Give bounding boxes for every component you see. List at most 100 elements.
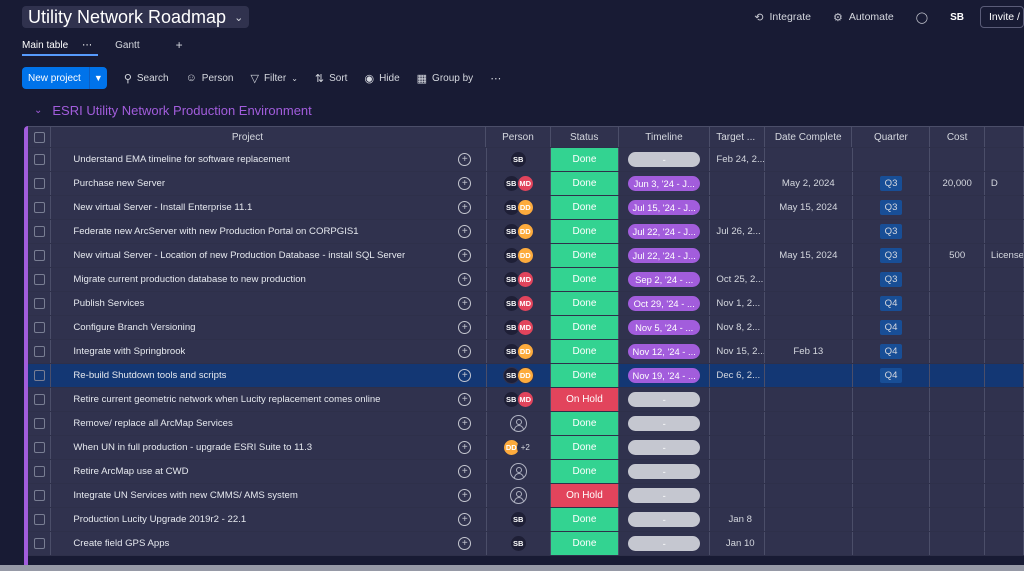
avatar-group[interactable] (509, 463, 527, 480)
avatar[interactable]: DD (516, 247, 534, 264)
board-title-box[interactable]: Utility Network Roadmap ⌄ (22, 6, 250, 28)
cost-cell[interactable] (930, 436, 985, 459)
table-row[interactable]: Integrate with Springbrook + SB DD Done N… (28, 340, 1024, 364)
table-row[interactable]: Migrate current production database to n… (28, 268, 1024, 292)
status-cell[interactable]: Done (550, 148, 619, 171)
target-cell[interactable]: Jul 26, 2... (710, 220, 766, 243)
project-cell[interactable]: Integrate UN Services with new CMMS/ AMS… (51, 484, 444, 507)
row-checkbox-cell[interactable] (28, 484, 52, 507)
checkbox[interactable] (33, 322, 45, 333)
column-header-status[interactable]: Status (551, 127, 619, 147)
checkbox[interactable] (33, 418, 45, 429)
add-update-icon[interactable]: + (458, 249, 472, 262)
status-badge[interactable]: Done (550, 196, 618, 219)
avatar[interactable]: SB (509, 535, 527, 552)
timeline-cell[interactable]: Jul 22, '24 - J... (619, 220, 711, 243)
timeline-cell[interactable]: Jul 15, '24 - J... (619, 196, 711, 219)
cost-cell[interactable] (930, 220, 985, 243)
column-header-person[interactable]: Person (486, 127, 551, 147)
checkbox[interactable] (33, 514, 45, 525)
avatar[interactable]: MD (516, 319, 534, 336)
timeline-cell[interactable]: - (619, 436, 711, 459)
person-cell[interactable]: SB MD (487, 388, 551, 411)
project-cell[interactable]: New virtual Server - Location of new Pro… (51, 244, 444, 267)
project-name[interactable]: New virtual Server - Install Enterprise … (73, 202, 253, 213)
status-cell[interactable]: Done (550, 412, 619, 435)
timeline-cell[interactable]: - (619, 532, 711, 555)
add-update-icon[interactable]: + (458, 345, 472, 358)
automate-button[interactable]: ⚙ Automate (833, 11, 894, 24)
checkbox[interactable] (33, 250, 45, 261)
checkbox[interactable] (33, 178, 45, 189)
checkbox[interactable] (33, 370, 45, 381)
more-options-button[interactable]: ⋯ (490, 72, 501, 85)
checkbox[interactable] (33, 394, 45, 405)
cost-cell[interactable] (930, 148, 985, 171)
project-cell[interactable]: Create field GPS Apps (51, 532, 444, 555)
extra-cell[interactable] (985, 268, 1024, 291)
target-cell[interactable] (710, 196, 766, 219)
extra-cell[interactable] (985, 508, 1024, 531)
project-cell[interactable]: Migrate current production database to n… (51, 268, 444, 291)
person-cell[interactable]: SB DD (487, 340, 551, 363)
table-row[interactable]: Publish Services + SB MD Done Oct 29, '24… (28, 292, 1024, 316)
status-cell[interactable]: Done (550, 292, 619, 315)
timeline-pill[interactable]: Sep 2, '24 - ... (628, 272, 701, 287)
status-badge[interactable]: Done (550, 220, 618, 243)
project-cell[interactable]: New virtual Server - Install Enterprise … (51, 196, 444, 219)
cost-cell[interactable] (930, 508, 985, 531)
project-name[interactable]: Integrate with Springbrook (73, 346, 186, 357)
updates-cell[interactable]: + (444, 244, 487, 267)
timeline-pill[interactable]: - (628, 392, 701, 407)
extra-cell[interactable] (985, 364, 1024, 387)
status-badge[interactable]: Done (550, 292, 618, 315)
project-cell[interactable]: Retire ArcMap use at CWD (51, 460, 444, 483)
hide-button[interactable]: ◉ Hide (364, 72, 399, 85)
timeline-pill[interactable]: - (628, 536, 701, 551)
updates-cell[interactable]: + (444, 220, 487, 243)
target-cell[interactable]: Oct 25, 2... (710, 268, 766, 291)
status-badge[interactable]: Done (550, 364, 618, 387)
table-row[interactable]: Configure Branch Versioning + SB MD Done … (28, 316, 1024, 340)
date-complete-cell[interactable] (765, 148, 853, 171)
empty-person-icon[interactable] (509, 487, 527, 504)
status-cell[interactable]: Done (550, 436, 619, 459)
row-checkbox-cell[interactable] (28, 412, 52, 435)
table-row[interactable]: Integrate UN Services with new CMMS/ AMS… (28, 484, 1024, 508)
quarter-cell[interactable] (853, 412, 931, 435)
updates-cell[interactable]: + (444, 196, 487, 219)
person-cell[interactable]: SB (487, 532, 551, 555)
table-row[interactable]: Create field GPS Apps + SB Done - Jan 10 (28, 532, 1024, 556)
tab-main-table[interactable]: Main table ⋯ (22, 34, 93, 56)
date-complete-cell[interactable] (765, 436, 853, 459)
extra-cell[interactable] (985, 196, 1024, 219)
date-complete-cell[interactable]: May 15, 2024 (765, 244, 853, 267)
updates-cell[interactable]: + (444, 148, 487, 171)
column-header-quarter[interactable]: Quarter (852, 127, 931, 147)
checkbox[interactable] (33, 538, 45, 549)
target-cell[interactable] (710, 244, 766, 267)
cost-cell[interactable]: 20,000 (930, 172, 985, 195)
timeline-pill[interactable]: Nov 5, '24 - ... (628, 320, 701, 335)
timeline-cell[interactable]: - (619, 388, 711, 411)
timeline-pill[interactable]: Nov 12, '24 - ... (628, 344, 701, 359)
board-title[interactable]: Utility Network Roadmap (28, 6, 227, 27)
status-cell[interactable]: Done (550, 268, 619, 291)
project-cell[interactable]: Understand EMA timeline for software rep… (51, 148, 444, 171)
quarter-cell[interactable] (853, 532, 931, 555)
column-header-extra[interactable] (985, 127, 1024, 147)
timeline-cell[interactable]: Nov 19, '24 - ... (619, 364, 711, 387)
timeline-cell[interactable]: Nov 5, '24 - ... (619, 316, 711, 339)
group-by-button[interactable]: ▦ Group by (417, 72, 474, 85)
avatar[interactable]: MD (516, 295, 534, 312)
updates-cell[interactable]: + (444, 292, 487, 315)
table-row[interactable]: Re-build Shutdown tools and scripts + SB… (28, 364, 1024, 388)
status-cell[interactable]: Done (550, 340, 619, 363)
project-name[interactable]: Configure Branch Versioning (73, 322, 196, 333)
user-avatar[interactable]: SB (950, 11, 964, 23)
avatar-group[interactable]: SB DD (502, 343, 534, 360)
project-name[interactable]: Create field GPS Apps (73, 538, 170, 549)
project-name[interactable]: Federate new ArcServer with new Producti… (73, 226, 359, 237)
add-update-icon[interactable]: + (458, 153, 472, 166)
table-row[interactable]: Federate new ArcServer with new Producti… (28, 220, 1024, 244)
